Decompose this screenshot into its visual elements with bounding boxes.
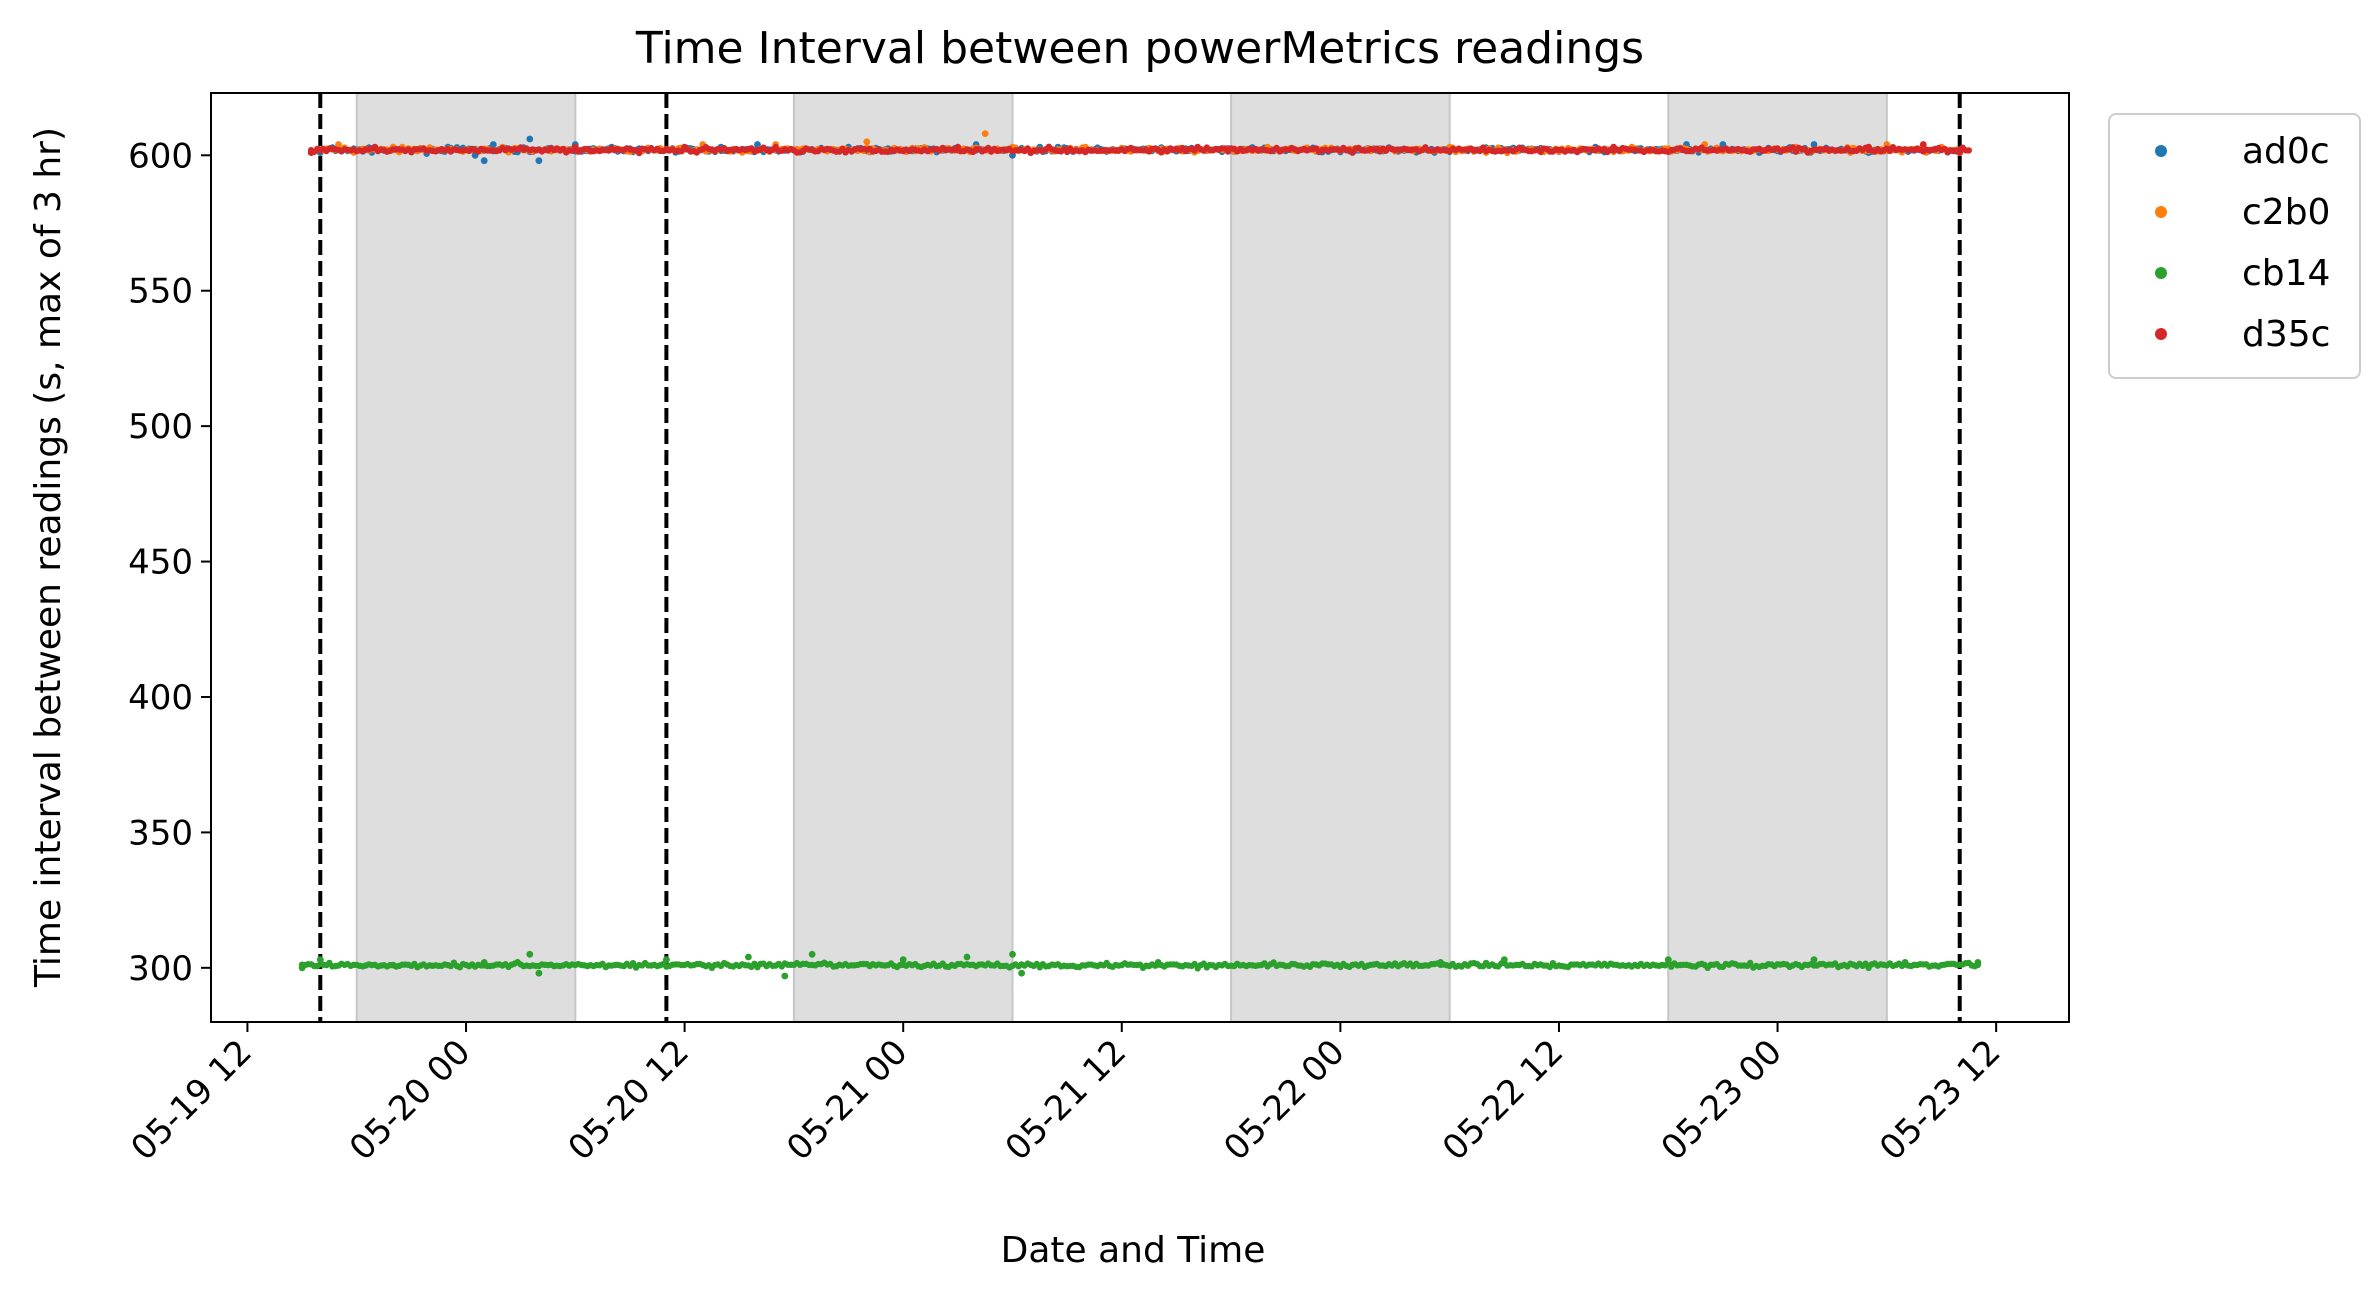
x-axis-label: Date and Time — [1001, 1230, 1266, 1271]
data-point — [1063, 146, 1071, 154]
data-point — [489, 141, 497, 148]
y-tick-label: 300 — [128, 949, 193, 989]
data-point — [1965, 147, 1973, 154]
night-shading — [355, 92, 1888, 1023]
data-point — [981, 130, 989, 138]
data-point — [1464, 146, 1472, 154]
data-point — [1956, 149, 1964, 157]
data-point — [307, 149, 315, 157]
data-point — [389, 961, 397, 969]
data-point — [808, 950, 816, 958]
data-point — [316, 956, 324, 964]
y-axis: 300 350 400 450 500 550 600 — [128, 136, 211, 989]
data-point — [1437, 959, 1444, 966]
series-cb14 — [298, 950, 1982, 980]
legend-box — [2108, 113, 2361, 379]
data-point — [863, 138, 871, 146]
legend-label-c2b0: c2b0 — [2242, 192, 2330, 233]
night-shade-band — [1230, 92, 1451, 1023]
data-point — [899, 956, 907, 964]
data-point — [1664, 956, 1672, 964]
data-point — [1974, 959, 1982, 966]
night-shade-band — [792, 92, 1014, 1023]
data-point — [571, 143, 579, 151]
data-point — [1154, 959, 1162, 966]
data-point — [1018, 969, 1025, 977]
data-point — [681, 143, 688, 151]
legend-marker-d35c — [2155, 328, 2167, 340]
data-point — [480, 959, 488, 966]
data-point — [371, 143, 379, 151]
data-point — [535, 157, 543, 165]
data-point — [298, 964, 306, 972]
y-tick-label: 600 — [128, 136, 193, 176]
data-point — [535, 969, 543, 977]
data-point — [480, 157, 488, 165]
chart-title: Time Interval between powerMetrics readi… — [635, 23, 1644, 74]
data-point — [1919, 141, 1927, 148]
series-d35c — [307, 141, 1973, 157]
data-point — [1500, 956, 1508, 964]
night-shade-band — [355, 92, 577, 1023]
data-point — [954, 143, 962, 151]
data-point — [745, 953, 752, 961]
data-point — [1009, 950, 1016, 958]
data-point — [335, 141, 342, 148]
data-point — [663, 956, 670, 964]
night-shade-band — [1667, 92, 1888, 1023]
data-point — [963, 953, 971, 961]
legend: ad0c c2b0 cb14 d35c — [2108, 113, 2361, 379]
y-axis-label: Time interval between readings (s, max o… — [28, 127, 69, 988]
legend-marker-ad0c — [2155, 145, 2167, 157]
data-point — [526, 950, 534, 958]
legend-marker-c2b0 — [2155, 206, 2167, 218]
vertical-dashed-lines — [318, 93, 1962, 1022]
data-point — [781, 972, 789, 980]
legend-marker-cb14 — [2155, 267, 2167, 279]
data-point — [1747, 959, 1754, 967]
legend-label-cb14: cb14 — [2242, 253, 2330, 294]
legend-label-ad0c: ad0c — [2242, 131, 2330, 172]
data-point — [1810, 956, 1818, 964]
y-tick-label: 350 — [128, 813, 193, 853]
data-point — [526, 135, 534, 143]
scatter-points — [298, 130, 1982, 980]
legend-label-d35c: d35c — [2242, 314, 2330, 355]
data-point — [1810, 141, 1818, 148]
y-tick-label: 450 — [128, 543, 193, 583]
y-tick-label: 400 — [128, 678, 193, 718]
data-point — [1865, 143, 1872, 151]
data-point — [1610, 143, 1617, 151]
y-tick-label: 550 — [128, 272, 193, 312]
plot-area-frame — [210, 92, 2070, 1023]
y-tick-label: 500 — [128, 407, 193, 447]
data-point — [1901, 959, 1909, 966]
